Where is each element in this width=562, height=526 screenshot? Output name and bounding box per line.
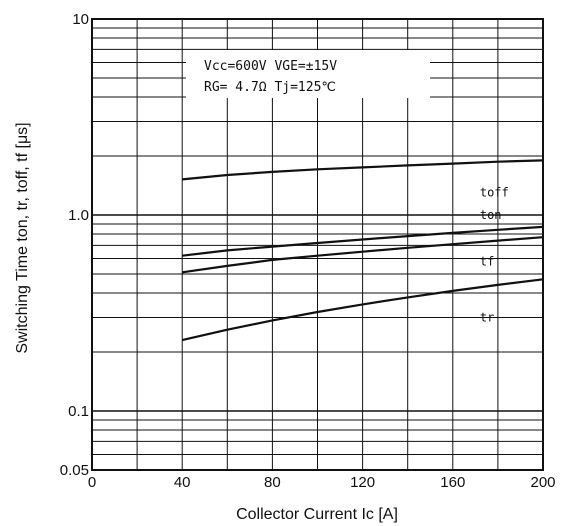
conditions-line-1: Vcc=600V VGE=±15V: [204, 59, 337, 74]
series-line-tf: [182, 236, 544, 274]
plot-frame: [91, 18, 544, 471]
x-tick-label: 80: [264, 474, 281, 491]
tick-labels: 0 40 80 120 160 200 0.05 0.1 1.0 10: [60, 11, 556, 491]
y-tick-label: 0.05: [60, 462, 89, 479]
series-label-toff: toff: [480, 186, 509, 200]
conditions-line-2: RG= 4.7Ω Tj=125℃: [204, 80, 336, 95]
series-line-ton: [182, 225, 544, 257]
conditions-box: [186, 50, 430, 98]
series-lines: [181, 159, 544, 342]
series-line-tr: [181, 278, 544, 342]
y-axis-label: Switching Time ton, tr, toff, tf [μs]: [14, 122, 31, 353]
x-tick-label: 40: [174, 474, 191, 491]
series-label-ton: ton: [480, 208, 502, 222]
y-tick-label: 10: [72, 11, 89, 28]
y-tick-label: 0.1: [68, 403, 89, 420]
x-tick-label: 120: [350, 474, 375, 491]
series-label-tr: tr: [480, 310, 494, 324]
x-tick-label: 200: [530, 474, 555, 491]
y-tick-label: 1.0: [68, 207, 89, 224]
series-line-toff: [182, 159, 544, 181]
x-tick-label: 160: [440, 474, 465, 491]
x-tick-label: 0: [88, 474, 96, 491]
x-axis-label: Collector Current Ic [A]: [236, 506, 398, 523]
series-label-tf: tf: [480, 254, 494, 268]
series-labels: toff ton tf tr: [480, 186, 509, 325]
